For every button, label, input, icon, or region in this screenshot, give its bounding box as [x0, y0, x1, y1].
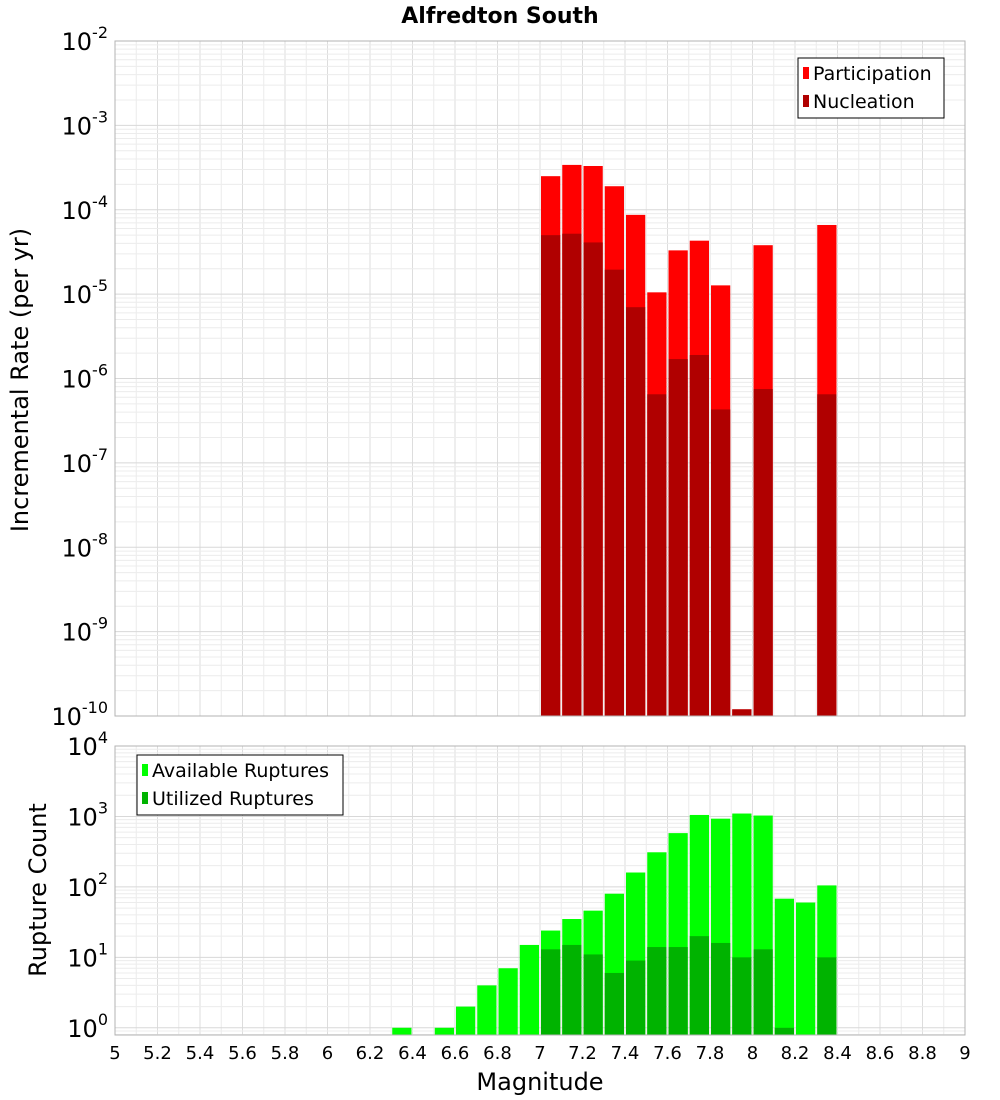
- x-tick-label: 6.2: [356, 1043, 385, 1064]
- top-y-tick-label: 10-8: [62, 529, 109, 562]
- top-bar: [541, 235, 561, 716]
- top-legend-label: Nucleation: [813, 91, 915, 113]
- bottom-bar: [498, 968, 518, 1035]
- top-bar: [753, 389, 773, 716]
- bottom-legend-swatch: [142, 764, 148, 776]
- top-legend-swatch: [803, 95, 809, 107]
- x-tick-label: 6.6: [441, 1043, 470, 1064]
- bottom-y-tick-label: 101: [67, 939, 108, 972]
- top-y-tick-label: 10-2: [62, 23, 109, 56]
- top-plot-frame: [114, 40, 966, 717]
- bottom-bar: [774, 898, 794, 1035]
- bottom-bar: [732, 957, 752, 1035]
- bottom-y-ticks: 104 103 102 101 100: [67, 728, 108, 1043]
- x-tick-label: 7.6: [653, 1043, 682, 1064]
- bottom-bar: [689, 936, 709, 1035]
- x-tick-label: 8.8: [908, 1043, 937, 1064]
- x-tick-label: 7.8: [696, 1043, 725, 1064]
- x-tick-label: 7: [534, 1043, 545, 1064]
- bottom-bar: [668, 947, 688, 1035]
- x-tick-label: 5.4: [186, 1043, 215, 1064]
- x-tick-label: 7.4: [611, 1043, 640, 1064]
- top-y-tick-label: 10-4: [62, 192, 109, 225]
- bottom-bar: [562, 944, 582, 1035]
- top-grid: [114, 41, 966, 717]
- bottom-legend-label: Utilized Ruptures: [152, 788, 314, 810]
- bottom-y-tick-label: 102: [67, 869, 108, 902]
- bottom-plot-frame: [114, 745, 966, 1036]
- bottom-bar: [604, 972, 624, 1035]
- x-tick-label: 6: [322, 1043, 333, 1064]
- bottom-bar: [753, 949, 773, 1035]
- x-tick-label: 5.2: [143, 1043, 172, 1064]
- bottom-bar: [796, 902, 816, 1035]
- x-tick-label: 9: [959, 1043, 970, 1064]
- x-ticks: 5 5.2 5.4 5.6 5.8 6 6.2 6.4 6.6 6.8 7 7.2 7.4 7.6 7.8 8…: [109, 1043, 970, 1064]
- top-series-1: [541, 233, 837, 716]
- bottom-bar: [647, 947, 667, 1035]
- top-y-tick-label: 10-6: [62, 361, 109, 394]
- top-y-ticks: 10-2 10-3 10-4 10-5 10-6 10-7 10-8 10-9 10-10: [51, 23, 108, 731]
- top-bar: [604, 269, 624, 716]
- bottom-bar: [774, 1027, 794, 1035]
- bottom-bar: [434, 1027, 454, 1035]
- x-tick-label: 8.6: [866, 1043, 895, 1064]
- bottom-legend-swatch: [142, 792, 148, 804]
- x-tick-label: 8: [747, 1043, 758, 1064]
- bottom-y-tick-label: 103: [67, 798, 108, 831]
- top-bar: [711, 409, 731, 716]
- top-y-tick-label: 10-7: [62, 445, 109, 478]
- top-y-tick-label: 10-3: [62, 107, 109, 140]
- bottom-bar: [456, 1006, 476, 1035]
- chart-title: Alfredton South: [401, 4, 598, 29]
- bottom-bar: [392, 1027, 412, 1035]
- top-plot: 10-2 10-3 10-4 10-5 10-6 10-7 10-8 10-9 10-10 Par…: [51, 23, 966, 731]
- bottom-bar: [519, 944, 539, 1035]
- top-legend: Participation Nucleation: [797, 57, 945, 119]
- top-bar: [562, 233, 582, 716]
- top-y-tick-label: 10-9: [62, 614, 109, 647]
- bottom-legend: Available Ruptures Utilized Ruptures: [136, 754, 344, 816]
- x-tick-label: 6.8: [483, 1043, 512, 1064]
- x-tick-label: 6.4: [398, 1043, 427, 1064]
- bottom-bar: [477, 985, 497, 1035]
- top-bar: [817, 394, 837, 716]
- bottom-bar: [626, 960, 646, 1035]
- top-legend-swatch: [803, 67, 809, 79]
- x-tick-label: 5.8: [271, 1043, 300, 1064]
- top-y-tick-label: 10-10: [51, 698, 108, 731]
- top-bar: [732, 709, 752, 716]
- x-axis-label: Magnitude: [476, 1068, 603, 1096]
- bottom-bar: [541, 949, 561, 1035]
- bottom-bar: [817, 957, 837, 1035]
- bottom-y-axis-label: Rupture Count: [24, 803, 52, 977]
- bottom-y-tick-label: 100: [67, 1010, 108, 1043]
- top-bar: [668, 359, 688, 716]
- bottom-bar: [583, 954, 603, 1035]
- top-y-axis-label: Incremental Rate (per yr): [6, 228, 34, 532]
- top-bar: [689, 354, 709, 716]
- bottom-legend-label: Available Ruptures: [152, 760, 329, 782]
- top-bar: [583, 242, 603, 716]
- top-bar: [626, 307, 646, 716]
- bottom-bar: [711, 942, 731, 1035]
- x-tick-label: 5: [109, 1043, 120, 1064]
- top-legend-box: [797, 57, 945, 119]
- x-tick-label: 5.6: [228, 1043, 257, 1064]
- bottom-series-1: [541, 936, 837, 1035]
- x-tick-label: 8.2: [781, 1043, 810, 1064]
- bottom-y-tick-label: 104: [67, 728, 108, 761]
- top-bar: [647, 394, 667, 716]
- x-tick-label: 7.2: [568, 1043, 597, 1064]
- bottom-legend-box: [136, 754, 344, 816]
- top-y-tick-label: 10-5: [62, 276, 109, 309]
- bottom-plot: 104 103 102 101 100 Available Ruptures Utilize…: [67, 728, 966, 1043]
- x-tick-label: 8.4: [823, 1043, 852, 1064]
- top-legend-label: Participation: [813, 63, 932, 85]
